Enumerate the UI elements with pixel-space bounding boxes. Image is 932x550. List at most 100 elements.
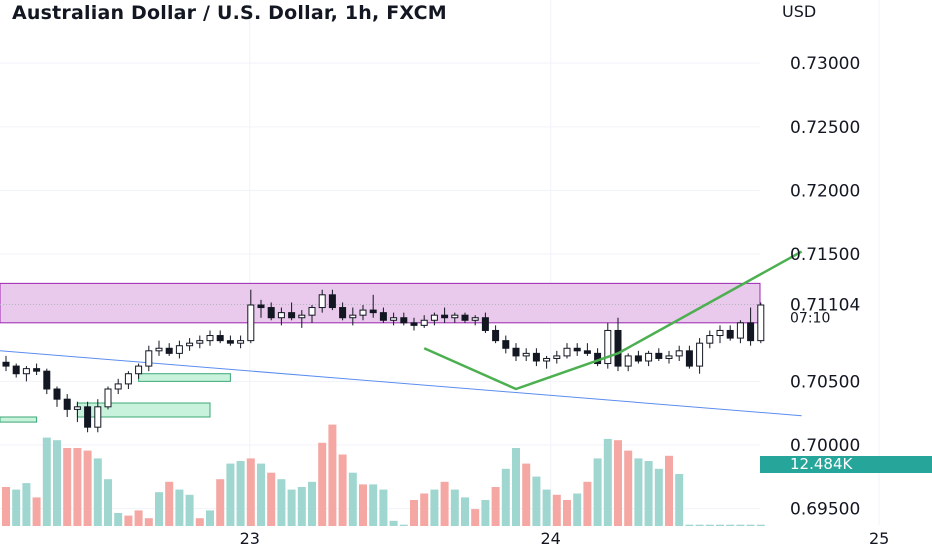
candle-body — [461, 314, 469, 321]
candle-body — [757, 304, 765, 342]
volume-bar — [328, 424, 337, 526]
volume-bar — [236, 461, 245, 526]
v-pattern-line — [423, 250, 803, 391]
volume-bar — [461, 497, 469, 526]
time-axis[interactable]: 23 24 25 — [240, 529, 890, 548]
candle-body — [502, 340, 510, 349]
volume-bar — [175, 489, 184, 526]
candle-body — [339, 307, 347, 319]
volume-bars — [2, 424, 765, 526]
volume-bar — [144, 518, 153, 526]
volume-bar — [155, 492, 163, 526]
overlay-lines — [423, 250, 803, 391]
candle-body — [634, 355, 642, 362]
volume-bar — [389, 520, 398, 526]
candle-body — [216, 335, 224, 342]
candle-body — [430, 314, 438, 321]
candle-body — [247, 304, 255, 342]
candle-body — [645, 352, 653, 362]
candle-body — [379, 312, 387, 321]
candle-body — [573, 347, 581, 352]
volume-bar — [583, 481, 592, 526]
candle-body — [706, 335, 714, 344]
volume-bar — [226, 463, 235, 526]
candle-body — [155, 347, 163, 352]
volume-bar — [716, 524, 724, 526]
candle-body — [267, 307, 275, 319]
volume-bar — [512, 448, 520, 526]
volume-bar — [399, 524, 408, 526]
candle-body — [390, 317, 398, 321]
time-tick-label: 24 — [541, 529, 561, 548]
candle-body — [726, 329, 734, 339]
candle-body — [328, 294, 336, 309]
volume-bar — [277, 479, 286, 526]
volume-bar — [83, 450, 92, 526]
candle-body — [43, 370, 51, 390]
volume-bar — [124, 515, 133, 526]
volume-badge-label: 12.484K — [790, 455, 853, 473]
candle-body — [716, 329, 724, 337]
volume-bar — [563, 500, 571, 526]
candle-body — [481, 317, 489, 331]
candle-body — [186, 342, 194, 347]
candle-body — [655, 352, 663, 359]
candle-body — [747, 322, 755, 342]
candle-body — [226, 340, 234, 344]
candle-body — [563, 347, 571, 357]
volume-bar — [318, 442, 327, 526]
volume-bar — [532, 476, 541, 526]
fvg-zone — [138, 373, 231, 382]
candle-body — [492, 329, 500, 342]
countdown-label: 07:10 — [790, 310, 830, 326]
volume-bar — [369, 484, 378, 526]
volume-bar — [685, 524, 694, 526]
candles — [2, 289, 765, 433]
volume-bar — [481, 500, 490, 526]
volume-bar — [522, 463, 531, 526]
volume-bar — [114, 513, 123, 526]
candle-body — [665, 355, 673, 359]
time-tick-label: 23 — [240, 529, 260, 548]
volume-bar — [573, 493, 582, 526]
time-tick-label: 25 — [869, 529, 889, 548]
candle-body — [532, 352, 540, 362]
drawing-lines — [0, 303, 802, 417]
volume-bar — [53, 440, 61, 526]
candle-body — [359, 309, 367, 316]
candle-body — [318, 294, 326, 309]
candle-body — [441, 314, 449, 319]
candle-body — [237, 340, 245, 344]
volume-bar — [746, 524, 755, 526]
volume-bar — [134, 510, 143, 526]
volume-bar — [614, 440, 622, 526]
price-tick-label: 0.71500 — [790, 245, 860, 265]
volume-bar — [287, 489, 296, 526]
volume-bar — [756, 524, 765, 526]
candle-body — [604, 329, 612, 365]
candle-body — [63, 398, 71, 410]
volume-bar — [63, 448, 72, 526]
volume-bar — [308, 481, 316, 526]
volume-bar — [665, 455, 673, 526]
price-axis[interactable]: 0.73000 0.72500 0.72000 0.71500 0.70500 0.700… — [760, 54, 932, 520]
volume-bar — [410, 500, 418, 526]
candle-body — [471, 317, 479, 321]
candle-body — [298, 314, 306, 319]
volume-bar — [185, 494, 194, 526]
candle-body — [135, 365, 143, 375]
candle-body — [33, 368, 41, 372]
grid-lines — [0, 0, 880, 525]
volume-bar — [206, 510, 214, 526]
candle-body — [2, 361, 10, 367]
candle-body — [196, 340, 204, 344]
volume-bar — [165, 481, 174, 526]
volume-bar — [42, 437, 51, 526]
volume-bar — [338, 454, 347, 526]
volume-bar — [705, 524, 714, 526]
volume-bar — [12, 489, 21, 526]
volume-bar — [552, 494, 561, 526]
volume-bar — [216, 479, 225, 526]
volume-bar — [491, 487, 500, 526]
